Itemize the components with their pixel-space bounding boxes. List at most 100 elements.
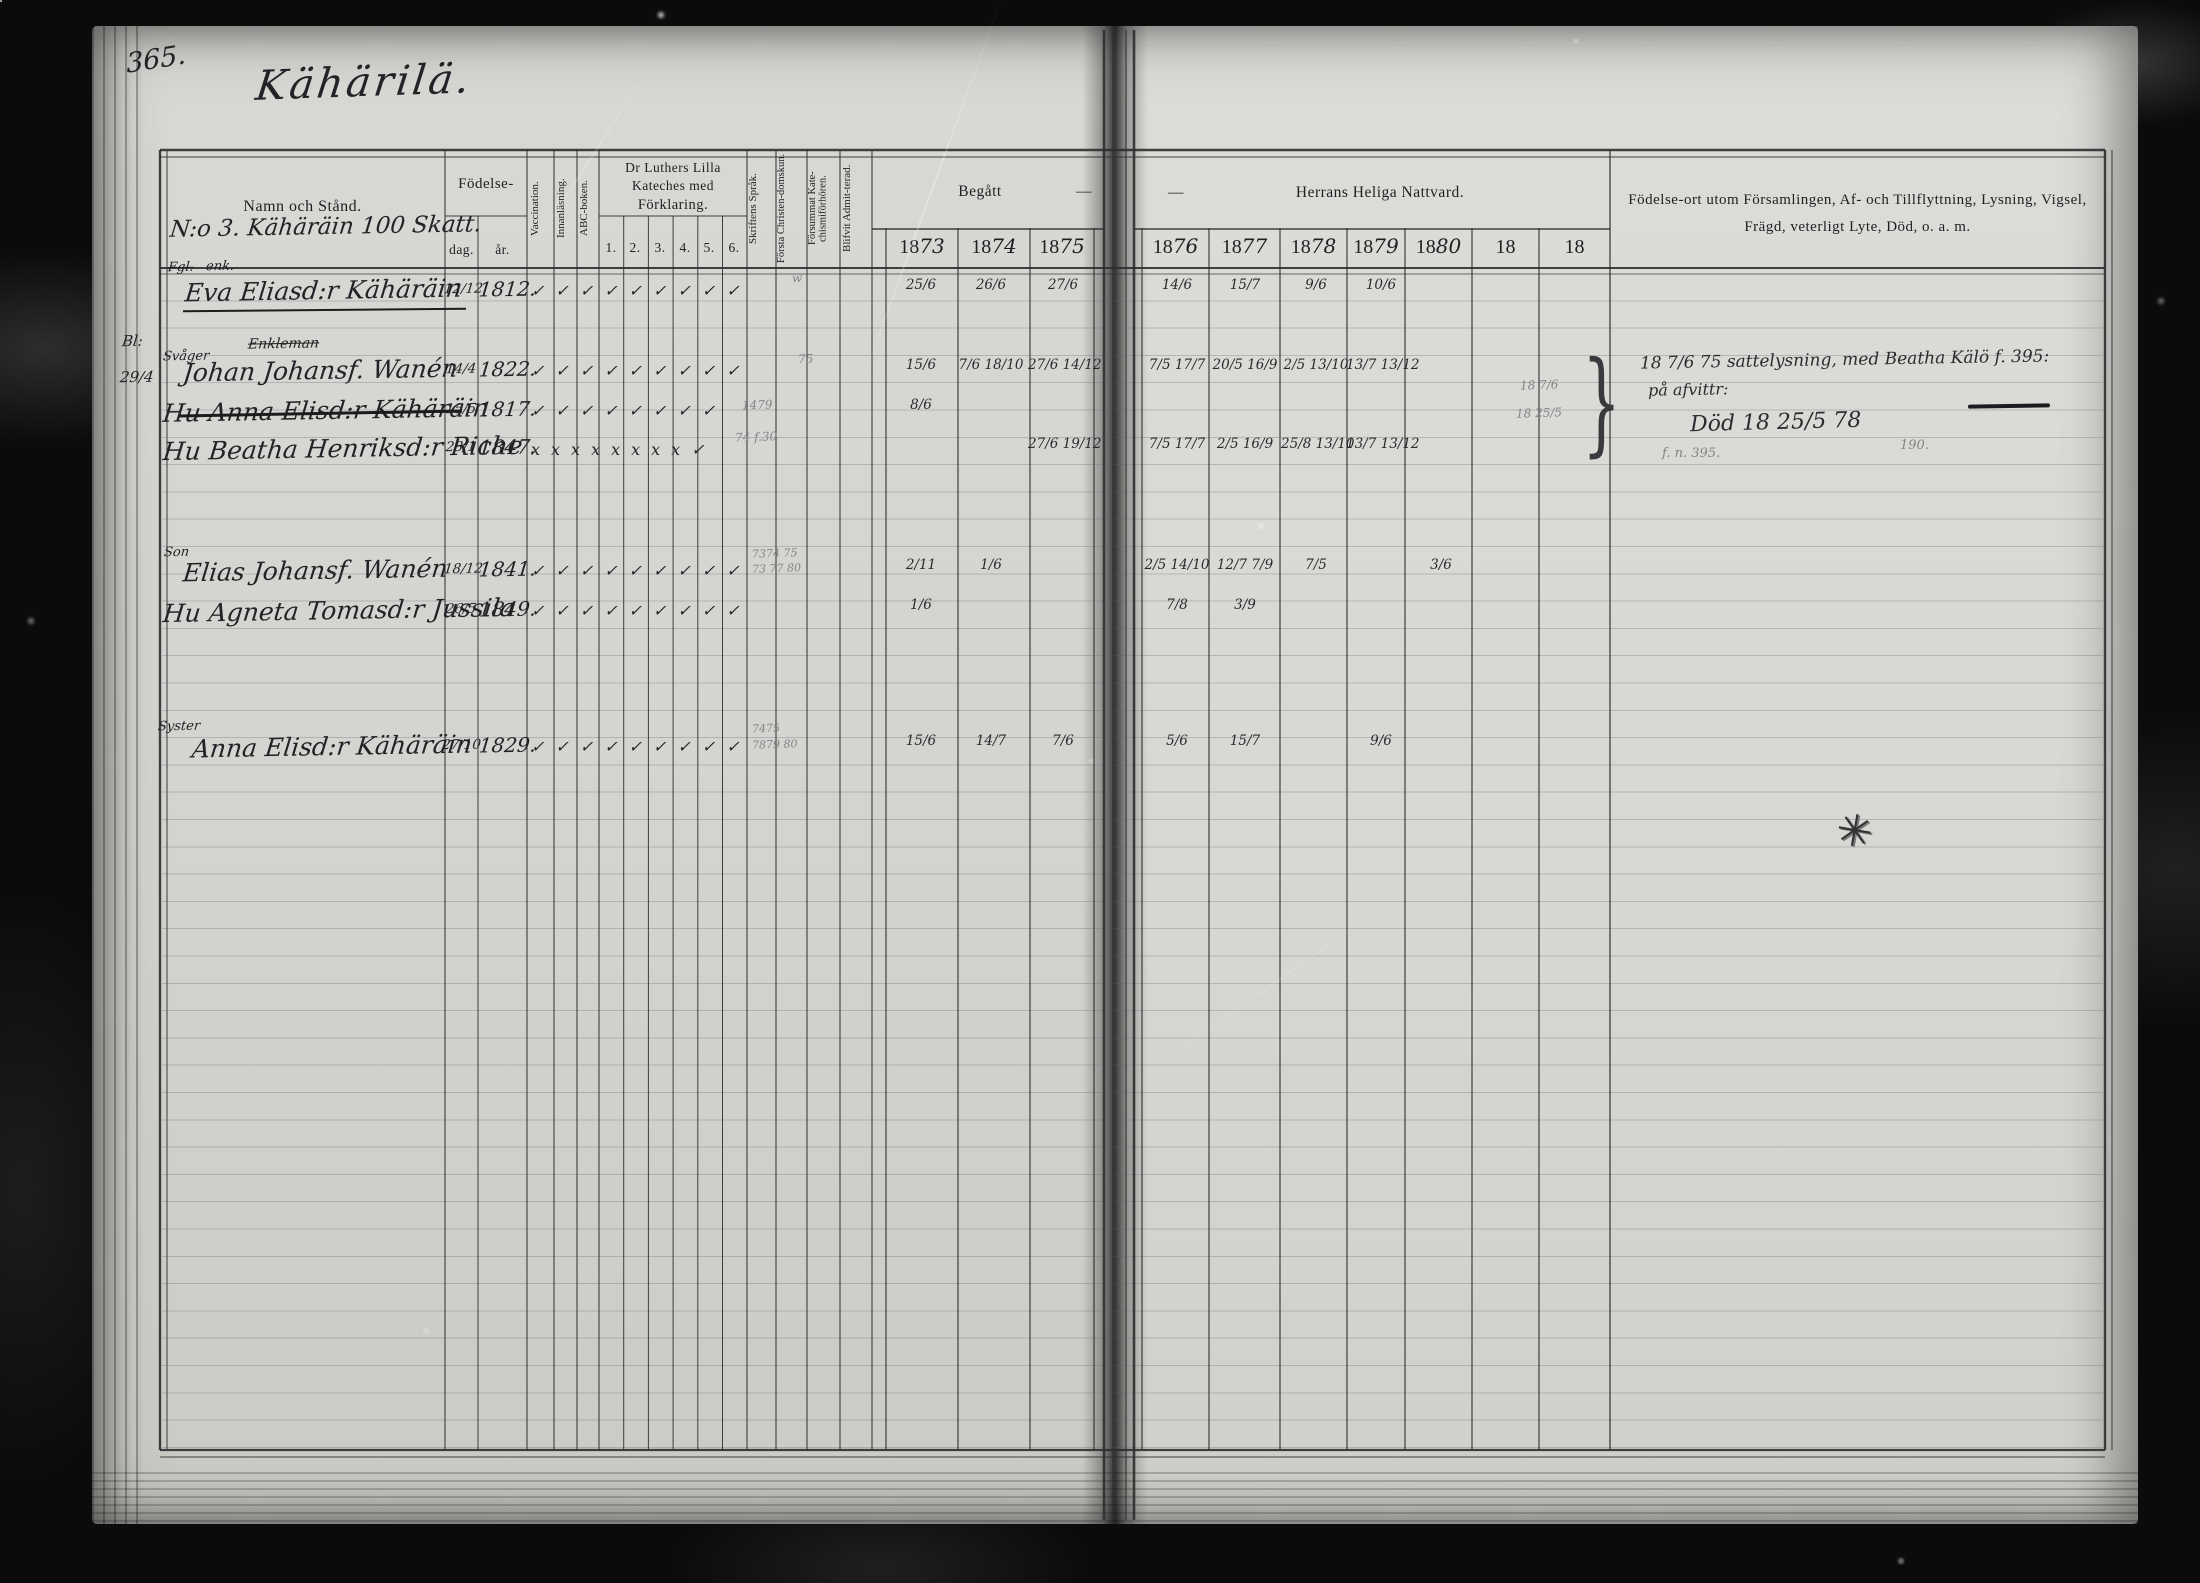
header-forsummat-katechismiforhoren: Försummat Kate-chismiförhören. bbox=[807, 171, 829, 246]
communion-1873: 15/6 bbox=[905, 733, 937, 749]
header-namn-och-stand: Namn och Stånd. bbox=[243, 198, 362, 215]
margin-note: 29/4 bbox=[119, 367, 155, 387]
communion-1873: 1/6 bbox=[910, 597, 932, 613]
birth-day: 15/5 bbox=[444, 400, 477, 418]
header-kateches-5: 5. bbox=[703, 240, 715, 255]
year-printed: 18 bbox=[1415, 236, 1436, 258]
communion-1874: 1/6 bbox=[980, 557, 1002, 573]
communion-1877: 20/5 16/9 bbox=[1212, 357, 1278, 373]
year-hand: 73 bbox=[919, 234, 945, 258]
year-header-1878: 1878 bbox=[1280, 234, 1347, 259]
right-page bbox=[1134, 26, 2138, 1524]
header-kateches-3: 3. bbox=[654, 240, 666, 255]
communion-1876: 7/5 17/7 bbox=[1148, 436, 1206, 452]
communion-1873: 2/11 bbox=[905, 557, 937, 573]
exam-marks: ✓✓✓✓✓✓✓✓ bbox=[531, 401, 727, 420]
exam-marks: ✓✓✓✓✓✓✓✓✓ bbox=[531, 601, 751, 620]
birth-year: 1812. bbox=[477, 276, 538, 302]
dust-specks bbox=[0, 0, 2, 2]
pencil-note: 73 77 80 bbox=[751, 561, 802, 576]
birth-day: 12/12 bbox=[443, 280, 484, 298]
birth-year: 1849. bbox=[477, 596, 538, 622]
row-annotation-struck: Enkleman bbox=[247, 335, 320, 353]
year-header-1873: 1873 bbox=[886, 234, 958, 259]
year-header-18a: 18 bbox=[1472, 234, 1539, 259]
communion-1878: 9/6 bbox=[1305, 277, 1327, 293]
pencil-note: 7374 75 bbox=[751, 546, 798, 561]
note-brace: } bbox=[1582, 338, 1622, 468]
year-printed: 18 bbox=[1353, 236, 1374, 258]
communion-1876: 7/8 bbox=[1166, 597, 1188, 613]
pencil-note: 74 f.30 bbox=[734, 429, 778, 445]
communion-1878: 25/8 13/10 bbox=[1281, 436, 1355, 452]
year-header-1877: 1877 bbox=[1209, 234, 1280, 259]
birth-day: 27/10 bbox=[441, 736, 482, 754]
communion-1879: 13/7 13/12 bbox=[1346, 357, 1420, 373]
communion-1878: 7/5 bbox=[1305, 557, 1327, 573]
year-header-1879: 1879 bbox=[1347, 234, 1405, 259]
header-fodelse: Födelse- bbox=[458, 176, 514, 192]
exam-marks: xxxxxxxx✓ bbox=[531, 440, 716, 459]
exam-marks: ✓✓✓✓✓✓✓✓✓ bbox=[531, 361, 751, 380]
communion-1876: 2/5 14/10 bbox=[1144, 557, 1210, 573]
communion-1874: 7/6 18/10 bbox=[958, 357, 1024, 373]
communion-1874: 26/6 bbox=[975, 277, 1007, 293]
communion-1876: 7/5 17/7 bbox=[1148, 357, 1206, 373]
person-name: Johan Johansf. Wanén bbox=[181, 353, 460, 388]
header-ar: år. bbox=[495, 242, 510, 257]
communion-1879: 13/7 13/12 bbox=[1346, 436, 1420, 452]
pencil-note: 7475 bbox=[751, 721, 781, 736]
communion-1880: 3/6 bbox=[1430, 557, 1452, 573]
header-dag: dag. bbox=[449, 242, 474, 257]
row-annotation: enk. bbox=[205, 258, 235, 275]
year-printed: 18 bbox=[1221, 236, 1242, 258]
exam-marks: ✓✓✓✓✓✓✓✓✓ bbox=[531, 561, 751, 580]
page-title: Kähärilä. bbox=[253, 54, 476, 110]
communion-1878: 2/5 13/10 bbox=[1283, 357, 1349, 373]
header-blifvit-admitterad: Blifvit Admit-terad. bbox=[841, 164, 853, 253]
year-printed: 18 bbox=[1564, 236, 1585, 258]
pencil-note: 18 7/6 bbox=[1519, 377, 1559, 393]
communion-1876: 14/6 bbox=[1161, 277, 1193, 293]
year-hand: 80 bbox=[1435, 234, 1462, 258]
birth-day: 18/12 bbox=[443, 560, 484, 578]
communion-1879: 10/6 bbox=[1365, 277, 1397, 293]
birth-year: 1847. bbox=[477, 434, 538, 460]
communion-1875: 7/6 bbox=[1052, 733, 1074, 749]
pencil-note: 7879 80 bbox=[751, 737, 798, 752]
death-note: Död 18 25/5 78 bbox=[1689, 407, 1862, 438]
communion-1879: 9/6 bbox=[1370, 733, 1392, 749]
faint-number: 190. bbox=[1900, 438, 1929, 453]
birth-year: 1822. bbox=[477, 356, 538, 382]
year-header-18b: 18 bbox=[1539, 234, 1610, 259]
birth-day: 26/5 bbox=[444, 600, 477, 618]
communion-1877: 15/7 bbox=[1229, 733, 1261, 749]
exam-marks: ✓✓✓✓✓✓✓✓✓ bbox=[531, 737, 751, 756]
communion-1873: 25/6 bbox=[905, 277, 937, 293]
year-printed: 18 bbox=[1290, 236, 1311, 258]
header-kateches-line3: Förklaring. bbox=[637, 197, 709, 213]
book-gutter bbox=[1082, 26, 1148, 1524]
birth-day: 28/1 bbox=[444, 438, 477, 456]
communion-1877: 15/7 bbox=[1229, 277, 1261, 293]
pencil-note: 75 bbox=[797, 351, 814, 367]
year-header-1874: 1874 bbox=[958, 234, 1030, 259]
communion-1877: 2/5 16/9 bbox=[1216, 436, 1274, 452]
header-kateches-line1: Dr Luthers Lilla bbox=[625, 160, 721, 175]
pencil-note: 18 25/5 bbox=[1515, 405, 1563, 421]
person-name: Anna Elisd:r Kähäräin bbox=[190, 729, 474, 764]
header-begatt: Begått bbox=[958, 183, 1002, 200]
communion-1876: 5/6 bbox=[1166, 733, 1188, 749]
header-dash-right: — bbox=[1168, 184, 1184, 201]
year-printed: 18 bbox=[899, 236, 919, 258]
header-rightcol-line2: Frägd, veterligt Lyte, Död, o. a. m. bbox=[1744, 219, 1971, 235]
birth-day: 14/4 bbox=[444, 360, 477, 378]
row-annotation: Syster bbox=[157, 718, 201, 735]
communion-1875: 27/6 bbox=[1047, 277, 1079, 293]
year-header-1875: 1875 bbox=[1030, 234, 1094, 259]
year-printed: 18 bbox=[1495, 236, 1516, 258]
birth-year: 1841. bbox=[477, 556, 538, 582]
note-line4: f. n. 395. bbox=[1662, 446, 1721, 461]
exam-marks: ✓✓✓✓✓✓✓✓✓ bbox=[531, 281, 751, 300]
